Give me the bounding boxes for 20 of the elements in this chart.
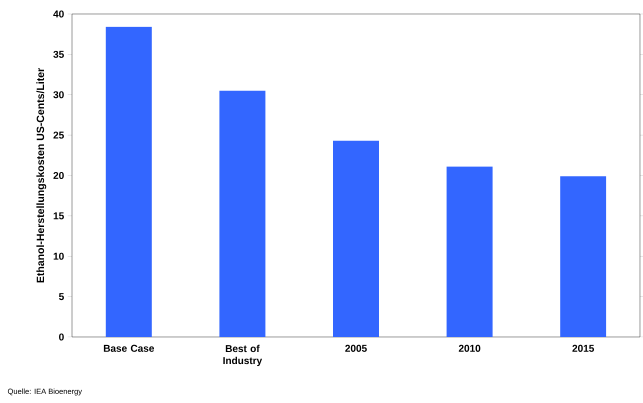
bar <box>106 26 152 337</box>
x-tick-label: Best of Industry <box>223 344 262 366</box>
x-tick-label: 2005 <box>345 344 367 352</box>
x-tick-label: 2010 <box>458 344 480 352</box>
x-tick-label: 2015 <box>572 344 594 352</box>
y-tick-label: 0 <box>59 333 64 341</box>
y-axis-title: Ethanol-Herstellungskosten US-Cents/Liter <box>36 68 46 282</box>
y-tick-label: 5 <box>58 293 64 300</box>
y-tick-label: 20 <box>53 172 64 180</box>
y-tick-label: 40 <box>53 10 64 18</box>
y-tick-label: 30 <box>53 91 64 98</box>
bar <box>446 166 493 337</box>
y-tick-label: 35 <box>53 50 64 58</box>
y-tick-label: 15 <box>54 212 64 220</box>
y-tick-label: 25 <box>53 132 64 139</box>
bar <box>560 176 606 337</box>
y-tick-label: 10 <box>54 252 64 260</box>
x-tick-label: Base Case <box>104 344 154 352</box>
bar <box>333 140 379 337</box>
bar <box>219 90 266 337</box>
